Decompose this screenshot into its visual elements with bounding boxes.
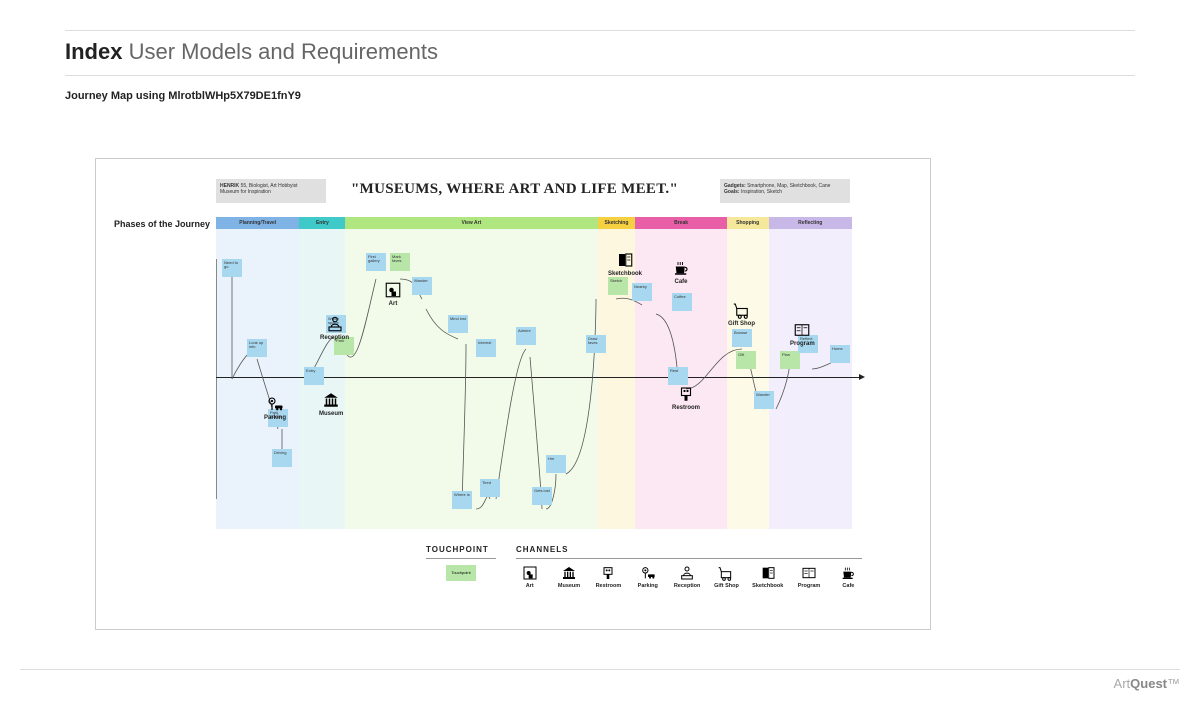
meta-box: Gadgets: Smartphone, Map, Sketchbook, Ca… bbox=[720, 179, 850, 203]
phase-header: Break bbox=[635, 217, 726, 229]
sticky-note: Look up info bbox=[247, 339, 267, 357]
sticky-note: Gift bbox=[736, 351, 756, 369]
headline-quote: "MUSEUMS, WHERE ART AND LIFE MEET." bbox=[351, 181, 678, 198]
sticky-note: Hm bbox=[546, 455, 566, 473]
phase-header: Planning/Travel bbox=[216, 217, 299, 229]
sticky-note: Mark faves bbox=[390, 253, 410, 271]
phase-column bbox=[345, 229, 597, 529]
sticky-note: Admire bbox=[516, 327, 536, 345]
legend-touchpoint: TOUCHPOINT Touchpoint bbox=[426, 545, 496, 585]
channel-cafe: Cafe bbox=[835, 565, 862, 589]
channel-reception: Reception bbox=[673, 565, 700, 589]
sticky-note: Coffee bbox=[672, 293, 692, 311]
sticky-note: Driving bbox=[272, 449, 292, 467]
restroom-touchpoint-icon: Restroom bbox=[672, 385, 700, 411]
legend-channels: CHANNELS ArtMuseumRestroomParkingRecepti… bbox=[516, 545, 862, 589]
legend: TOUCHPOINT Touchpoint CHANNELS ArtMuseum… bbox=[426, 545, 852, 615]
title-rest: User Models and Requirements bbox=[122, 39, 437, 64]
sketchbook-touchpoint-icon: Sketchbook bbox=[608, 251, 642, 277]
sticky-note: Mind lost bbox=[448, 315, 468, 333]
giftshop-touchpoint-icon: Gift Shop bbox=[728, 301, 755, 327]
sticky-note: Home bbox=[830, 345, 850, 363]
phase-header: Reflecting bbox=[769, 217, 852, 229]
parking-touchpoint-icon: Parking bbox=[264, 395, 286, 421]
museum-touchpoint-icon: Museum bbox=[319, 391, 343, 417]
rule-top bbox=[65, 30, 1135, 31]
phase-header: View Art bbox=[345, 217, 597, 229]
sticky-note: Where is bbox=[452, 491, 472, 509]
phase-header: Entry bbox=[299, 217, 345, 229]
art-touchpoint-icon: Art bbox=[384, 281, 402, 307]
sticky-note: Nearby bbox=[632, 283, 652, 301]
sticky-note: Interest bbox=[476, 339, 496, 357]
channel-parking: Parking bbox=[634, 565, 661, 589]
reception-touchpoint-icon: Reception bbox=[320, 315, 349, 341]
journey-subtitle: Journey Map using MlrotblWHp5X79DE1fnY9 bbox=[65, 90, 1135, 102]
title-bold: Index bbox=[65, 39, 122, 64]
phase-column bbox=[769, 229, 852, 529]
sticky-note: Tired bbox=[480, 479, 500, 497]
journey-map-canvas: HENRIK 55, Biologist, Art Hobbyist Museu… bbox=[95, 158, 931, 630]
sticky-note: Wander bbox=[754, 391, 774, 409]
page-title: Index User Models and Requirements bbox=[65, 39, 1135, 65]
channel-sketchbook: Sketchbook bbox=[752, 565, 783, 589]
sticky-note: Need to go bbox=[222, 259, 242, 277]
brand-mark: ArtQuest™ bbox=[1114, 676, 1180, 691]
channel-restroom: Restroom bbox=[595, 565, 622, 589]
rule-2 bbox=[65, 75, 1135, 76]
sticky-note: Wander bbox=[412, 277, 432, 295]
sticky-note: Sketch bbox=[608, 277, 628, 295]
sticky-note: Gets lost bbox=[532, 487, 552, 505]
sticky-note: Plan bbox=[780, 351, 800, 369]
phase-header: Shopping bbox=[727, 217, 769, 229]
sticky-note: Draw faves bbox=[586, 335, 606, 353]
phases-label: Phases of the Journey bbox=[114, 219, 210, 229]
phase-header: Sketching bbox=[598, 217, 636, 229]
journey-start-bar bbox=[216, 259, 217, 499]
sticky-note: Entry bbox=[304, 367, 324, 385]
cafe-touchpoint-icon: Cafe bbox=[672, 259, 690, 285]
phase-headers: Planning/TravelEntryView ArtSketchingBre… bbox=[216, 217, 852, 229]
channel-museum: Museum bbox=[555, 565, 582, 589]
program-touchpoint-icon: Program bbox=[790, 321, 815, 347]
phase-column bbox=[727, 229, 769, 529]
channel-art: Art bbox=[516, 565, 543, 589]
channel-giftshop: Gift Shop bbox=[713, 565, 740, 589]
rule-bottom bbox=[20, 669, 1180, 670]
sticky-note: Browse bbox=[732, 329, 752, 347]
touchpoint-chip: Touchpoint bbox=[446, 565, 476, 581]
sticky-note: First gallery bbox=[366, 253, 386, 271]
channel-program: Program bbox=[795, 565, 822, 589]
sticky-note: Rest bbox=[668, 367, 688, 385]
persona-box: HENRIK 55, Biologist, Art Hobbyist Museu… bbox=[216, 179, 326, 203]
